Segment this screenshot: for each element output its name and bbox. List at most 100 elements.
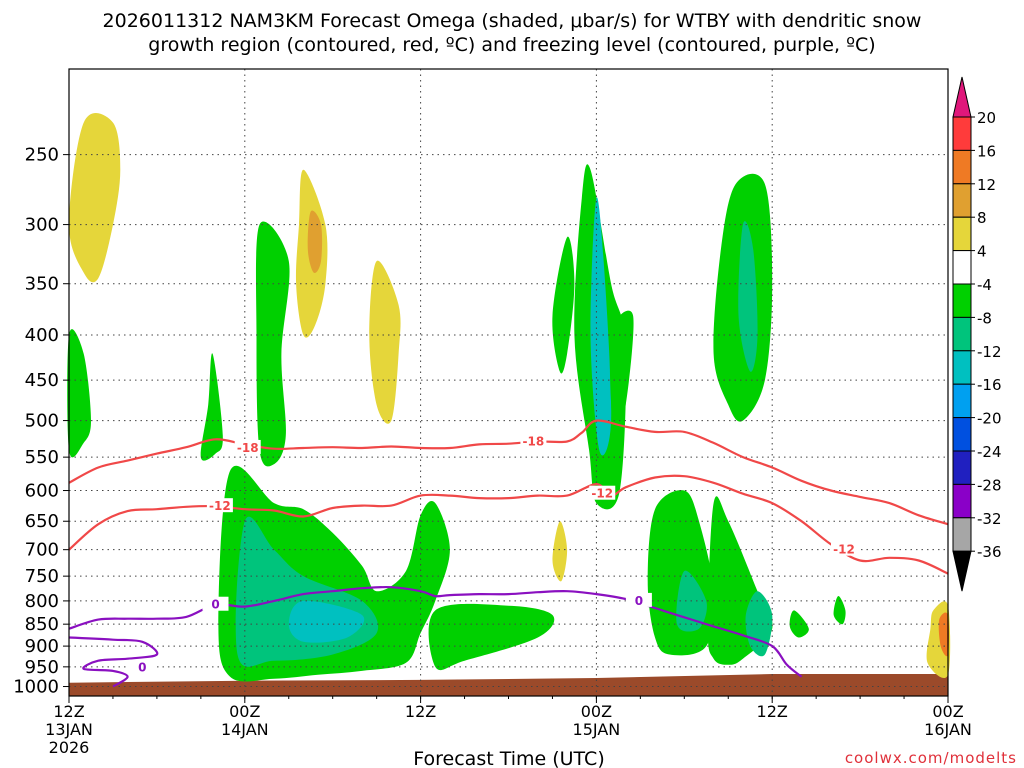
x-tick-label: 12Z <box>757 702 788 721</box>
contour-label-bg <box>206 498 233 513</box>
colorbar-label: 4 <box>977 243 987 261</box>
colorbar-label: -4 <box>977 276 992 294</box>
colorbar-segment <box>952 483 972 519</box>
y-tick-label: 650 <box>25 511 59 532</box>
y-tick-label: 600 <box>25 481 59 502</box>
colorbar-label: -36 <box>977 543 1002 561</box>
omega-region-23 <box>552 521 568 582</box>
contour-label: -12 <box>833 543 855 557</box>
x-tick-label: 12Z <box>405 702 436 721</box>
y-tick-label: 300 <box>25 215 59 236</box>
omega-region-14 <box>609 310 634 439</box>
x-tick-label: 00Z <box>932 702 963 721</box>
omega-region-20 <box>745 591 773 657</box>
colorbar-label: 8 <box>977 209 987 227</box>
contour-label-bg <box>589 485 616 500</box>
colorbar-label: 16 <box>977 142 996 160</box>
contour-label-bg <box>129 659 156 674</box>
contour-label-bg <box>625 592 652 607</box>
colorbar-segment <box>952 216 972 252</box>
terrain-fill <box>69 674 948 696</box>
y-tick-label: 850 <box>25 614 59 635</box>
contour-label: -12 <box>209 499 231 513</box>
omega-region-5 <box>255 221 290 467</box>
omega-region-11 <box>552 236 575 374</box>
credit-text: coolwx.com/modelts <box>845 749 1017 767</box>
omega-region-15 <box>647 490 715 656</box>
colorbar: 20 16 12 8 4 -4 -8 -12 -16 -20 -24 -28 -32 -36 <box>952 76 1002 592</box>
omega-region-0 <box>69 112 121 283</box>
colorbar-segment <box>952 116 972 151</box>
x-tick-label: 12Z <box>53 702 84 721</box>
omega-region-10 <box>428 603 555 671</box>
omega-region-25 <box>938 612 950 657</box>
contour-labels: -18 -18 -12 -12 -12 0 0 0 <box>129 433 857 675</box>
y-tick-label: 1000 <box>13 677 59 698</box>
contour-label: 0 <box>211 598 219 612</box>
x-tick-label: 00Z <box>229 702 260 721</box>
colorbar-label: -8 <box>977 309 992 327</box>
colorbar-segment <box>952 417 972 452</box>
colorbar-segment <box>952 383 972 419</box>
y-tick-label: 800 <box>25 591 59 612</box>
chart-title-line1: 2026011312 NAM3KM Forecast Omega (shaded… <box>103 10 922 32</box>
omega-region-9 <box>288 600 365 643</box>
omega-region-19 <box>738 221 758 372</box>
y-tick-label: 450 <box>25 370 59 391</box>
omega-region-4 <box>67 329 91 458</box>
contour-label-bg <box>234 439 261 454</box>
colorbar-segment <box>952 450 972 485</box>
y-tick-label: 350 <box>25 274 59 295</box>
contour-label: -18 <box>237 441 259 455</box>
x-tick-label: 2026 <box>49 738 90 757</box>
omega-region-6 <box>200 353 223 461</box>
colorbar-top-arrow <box>952 76 972 118</box>
plot-area: -18 -18 -12 -12 -12 0 0 0 <box>67 68 951 697</box>
contour-label-bg <box>202 596 229 611</box>
colorbar-segment <box>952 283 972 318</box>
omega-region-3 <box>369 260 401 424</box>
x-axis-label: Forecast Time (UTC) <box>413 748 604 768</box>
y-tick-label: 700 <box>25 540 59 561</box>
x-tick-label: 14JAN <box>221 720 269 739</box>
contour-line-1-1 <box>68 636 159 688</box>
y-tick-label: 900 <box>25 636 59 657</box>
colorbar-label: -12 <box>977 343 1002 361</box>
omega-region-21 <box>789 610 809 638</box>
y-tick-label: 950 <box>25 657 59 678</box>
colorbar-segment <box>952 350 972 385</box>
colorbar-segment <box>952 316 972 352</box>
colorbar-segment <box>952 149 972 185</box>
grid-lines <box>68 69 949 696</box>
x-tick-label: 16JAN <box>924 720 972 739</box>
colorbar-label: -16 <box>977 376 1002 394</box>
chart-title-line2: growth region (contoured, red, ºC) and f… <box>148 34 875 56</box>
omega-shading <box>67 112 951 682</box>
colorbar-label: 20 <box>977 109 996 127</box>
colorbar-segment <box>952 517 972 552</box>
colorbar-label: -32 <box>977 510 1002 528</box>
y-axis: 2503003504004505005506006507007508008509… <box>13 145 69 698</box>
y-tick-label: 400 <box>25 325 59 346</box>
x-tick-label: 13JAN <box>45 720 93 739</box>
y-tick-label: 500 <box>25 411 59 432</box>
colorbar-segment <box>952 183 972 218</box>
contour-label: 0 <box>635 594 643 608</box>
contour-label: -12 <box>591 487 613 501</box>
y-tick-label: 550 <box>25 447 59 468</box>
colorbar-label: -20 <box>977 410 1002 428</box>
plot-frame <box>68 68 949 697</box>
y-tick-label: 250 <box>25 145 59 166</box>
contour-label: -18 <box>523 434 545 448</box>
colorbar-label: -28 <box>977 476 1002 494</box>
terrain-layer <box>69 674 948 696</box>
contour-line-1-0 <box>68 585 803 678</box>
omega-region-22 <box>833 596 846 625</box>
colorbar-label: 12 <box>977 176 996 194</box>
x-tick-label: 15JAN <box>573 720 621 739</box>
contour-line-0-1 <box>68 474 949 575</box>
colorbar-segment <box>952 250 972 285</box>
x-tick-label: 00Z <box>581 702 612 721</box>
